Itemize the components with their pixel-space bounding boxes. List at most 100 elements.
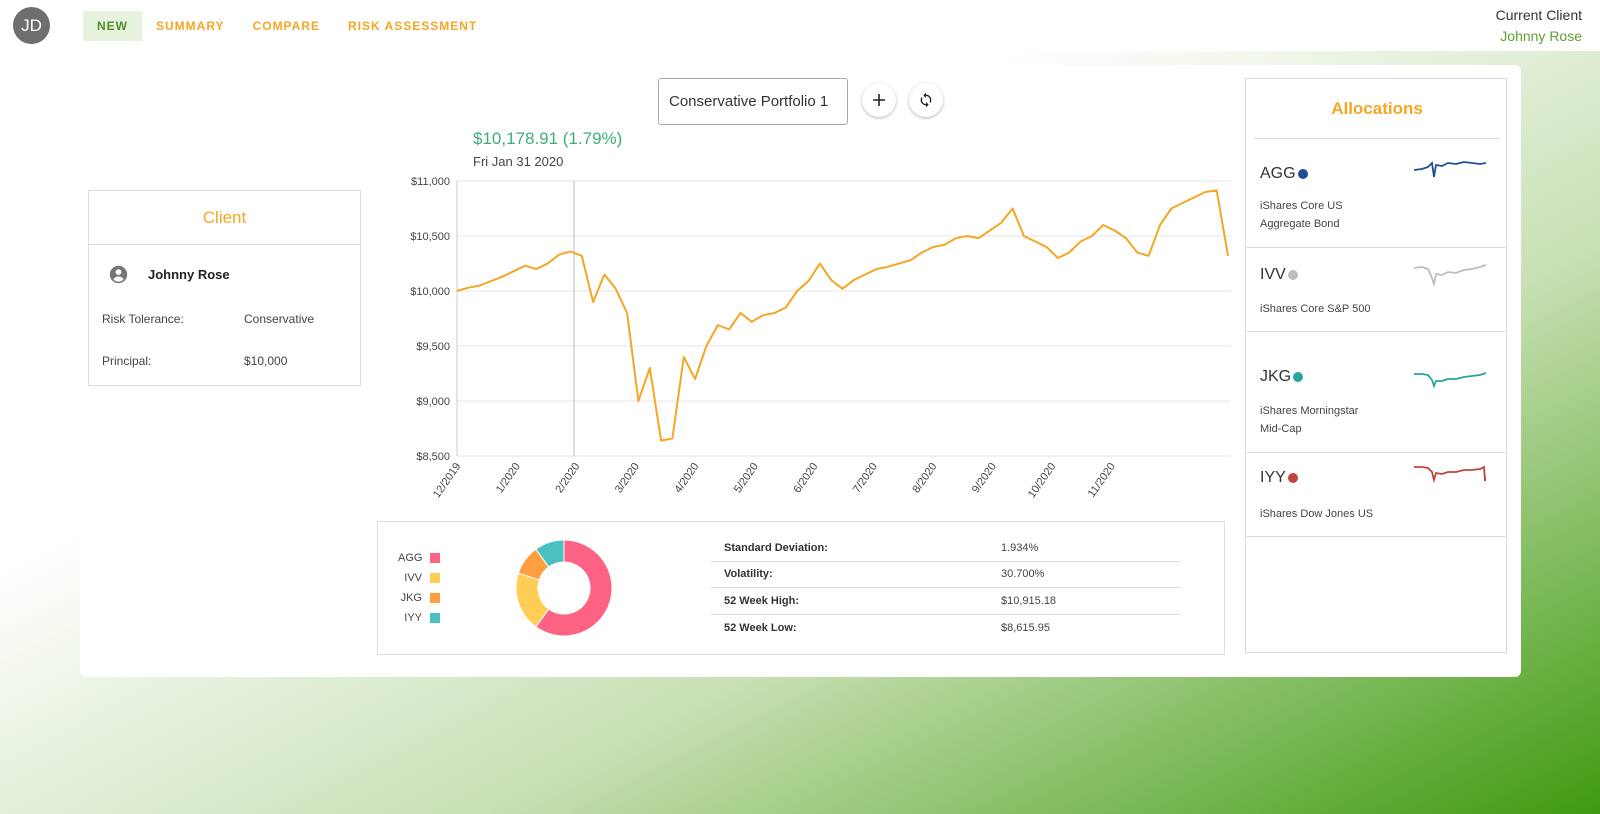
allocation-description: iShares Core US Aggregate Bond [1260,200,1343,230]
legend-label: IVV [404,572,422,584]
stat-value: 30.700% [1001,568,1045,581]
ticker-color-dot [1287,473,1298,483]
y-tick-label: $11,000 [411,176,450,188]
portfolio-line-chart[interactable]: $8,500 $9,000 $9,500 $10,000 $10,500 $11,000 1… [403,170,1263,515]
legend-label: AGG [398,552,423,564]
stat-label: Volatility: [724,568,773,581]
legend-swatch [430,593,440,603]
x-tick-label: 1/2020 [494,461,523,495]
allocation-description: iShares Dow Jones US [1260,508,1374,520]
tab-summary[interactable]: SUMMARY [156,19,225,33]
legend-label: IYY [404,612,422,624]
client-name-row: Johnny Rose [89,245,360,284]
x-tick-label: 6/2020 [791,461,820,495]
y-tick-label: $9,500 [416,341,450,353]
legend-swatch [430,613,440,623]
donut-slice-agg[interactable] [535,539,613,637]
stat-label: 52 Week High: [724,594,799,607]
allocation-ticker: IYY [1260,469,1298,487]
stat-row: Standard Deviation: 1.934% [711,535,1181,562]
y-tick-label: $10,000 [410,286,450,298]
stat-value: 1.934% [1001,541,1039,554]
x-tick-label: 4/2020 [672,461,701,495]
account-circle-icon [109,265,128,284]
stat-label: 52 Week Low: [724,621,797,634]
avatar[interactable]: JD [13,7,50,44]
legend-item-ivv[interactable]: IVV [398,568,440,588]
ticker-label: JKG [1260,368,1292,385]
donut-slice-iyy[interactable] [535,539,565,568]
portfolio-headline-value: $10,178.91 (1.79%) [473,129,623,148]
principal-label: Principal: [102,354,152,368]
legend-label: JKG [400,592,422,604]
portfolio-series-line [456,189,1229,442]
stat-value: $10,915.18 [1001,594,1057,607]
x-tick-label: 11/2020 [1086,461,1118,500]
x-tick-label: 7/2020 [851,461,880,495]
allocations-panel: Allocations AGG iShares Core US Aggregat… [1245,78,1507,653]
stat-value: $8,615.95 [1001,621,1050,634]
allocations-title: Allocations [1254,79,1500,139]
y-tick-label: $10,500 [410,231,450,243]
stat-row: 52 Week High: $10,915.18 [711,588,1181,615]
legend-item-agg[interactable]: AGG [398,548,440,568]
allocation-item-ivv[interactable]: IVV iShares Core S&P 500 [1246,248,1506,332]
add-portfolio-button[interactable] [862,83,896,117]
allocation-ticker: JKG [1260,368,1304,386]
x-tick-label: 3/2020 [613,461,642,495]
allocation-description: iShares Morningstar Mid-Cap [1260,405,1359,435]
tab-compare[interactable]: COMPARE [252,19,321,33]
x-tick-label: 8/2020 [910,461,939,495]
y-tick-label: $9,000 [416,396,450,408]
current-client-name[interactable]: Johnny Rose [1500,28,1582,44]
client-panel: Client Johnny Rose Risk Tolerance: Conse… [88,190,361,386]
x-tick-label: 10/2020 [1026,461,1059,500]
allocation-item-agg[interactable]: AGG iShares Core US Aggregate Bond [1246,139,1506,248]
ivv-sparkline [1414,264,1486,286]
summary-panel: AGG IVV JKG IYY Standard Deviation: 1.93… [377,521,1225,655]
legend-item-iyy[interactable]: IYY [398,608,440,628]
jkg-sparkline [1414,372,1486,389]
sync-icon [920,92,932,108]
current-client: Current Client Johnny Rose [1496,7,1582,44]
allocation-item-jkg[interactable]: JKG iShares Morningstar Mid-Cap [1246,332,1506,453]
iyy-sparkline [1414,465,1486,484]
ticker-color-dot [1287,270,1298,280]
portfolio-headline-date: Fri Jan 31 2020 [473,154,564,169]
y-tick-label: $8,500 [416,451,450,463]
allocation-description: iShares Core S&P 500 [1260,303,1371,315]
stat-row: Volatility: 30.700% [711,562,1181,588]
legend-item-jkg[interactable]: JKG [398,588,440,608]
x-tick-label: 9/2020 [970,461,999,495]
allocation-donut-chart[interactable] [512,536,616,640]
ticker-label: IYY [1260,469,1286,486]
x-tick-label: 2/2020 [553,461,582,495]
current-client-label: Current Client [1495,7,1582,23]
legend-swatch [430,553,440,563]
risk-tolerance-row: Risk Tolerance: Conservative [89,312,360,326]
client-panel-title: Client [89,191,360,245]
x-tick-label: 12/2019 [431,461,464,500]
agg-sparkline [1414,161,1486,178]
stat-row: 52 Week Low: $8,615.95 [711,615,1181,642]
allocation-ticker: AGG [1260,165,1308,183]
main-card: Client Johnny Rose Risk Tolerance: Conse… [80,65,1521,677]
legend-swatch [430,573,440,583]
allocation-ticker: IVV [1260,266,1298,284]
principal-row: Principal: $10,000 [89,354,360,368]
stats-table: Standard Deviation: 1.934% Volatility: 3… [711,535,1181,641]
allocation-item-iyy[interactable]: IYY iShares Dow Jones US [1246,453,1506,537]
tab-new[interactable]: NEW [83,11,142,41]
risk-tolerance-value: Conservative [244,312,315,326]
ticker-color-dot [1297,169,1308,179]
nav-tabs: NEW SUMMARY COMPARE RISK ASSESSMENT [83,11,491,41]
client-name: Johnny Rose [148,267,230,282]
ticker-label: IVV [1260,266,1286,283]
tab-risk-assessment[interactable]: RISK ASSESSMENT [348,19,478,33]
refresh-button[interactable] [909,83,943,117]
portfolio-select[interactable]: Conservative Portfolio 1 [658,78,848,125]
x-tick-label: 5/2020 [732,461,761,495]
principal-value: $10,000 [244,354,288,368]
risk-tolerance-label: Risk Tolerance: [102,312,184,326]
plus-icon [873,94,885,106]
